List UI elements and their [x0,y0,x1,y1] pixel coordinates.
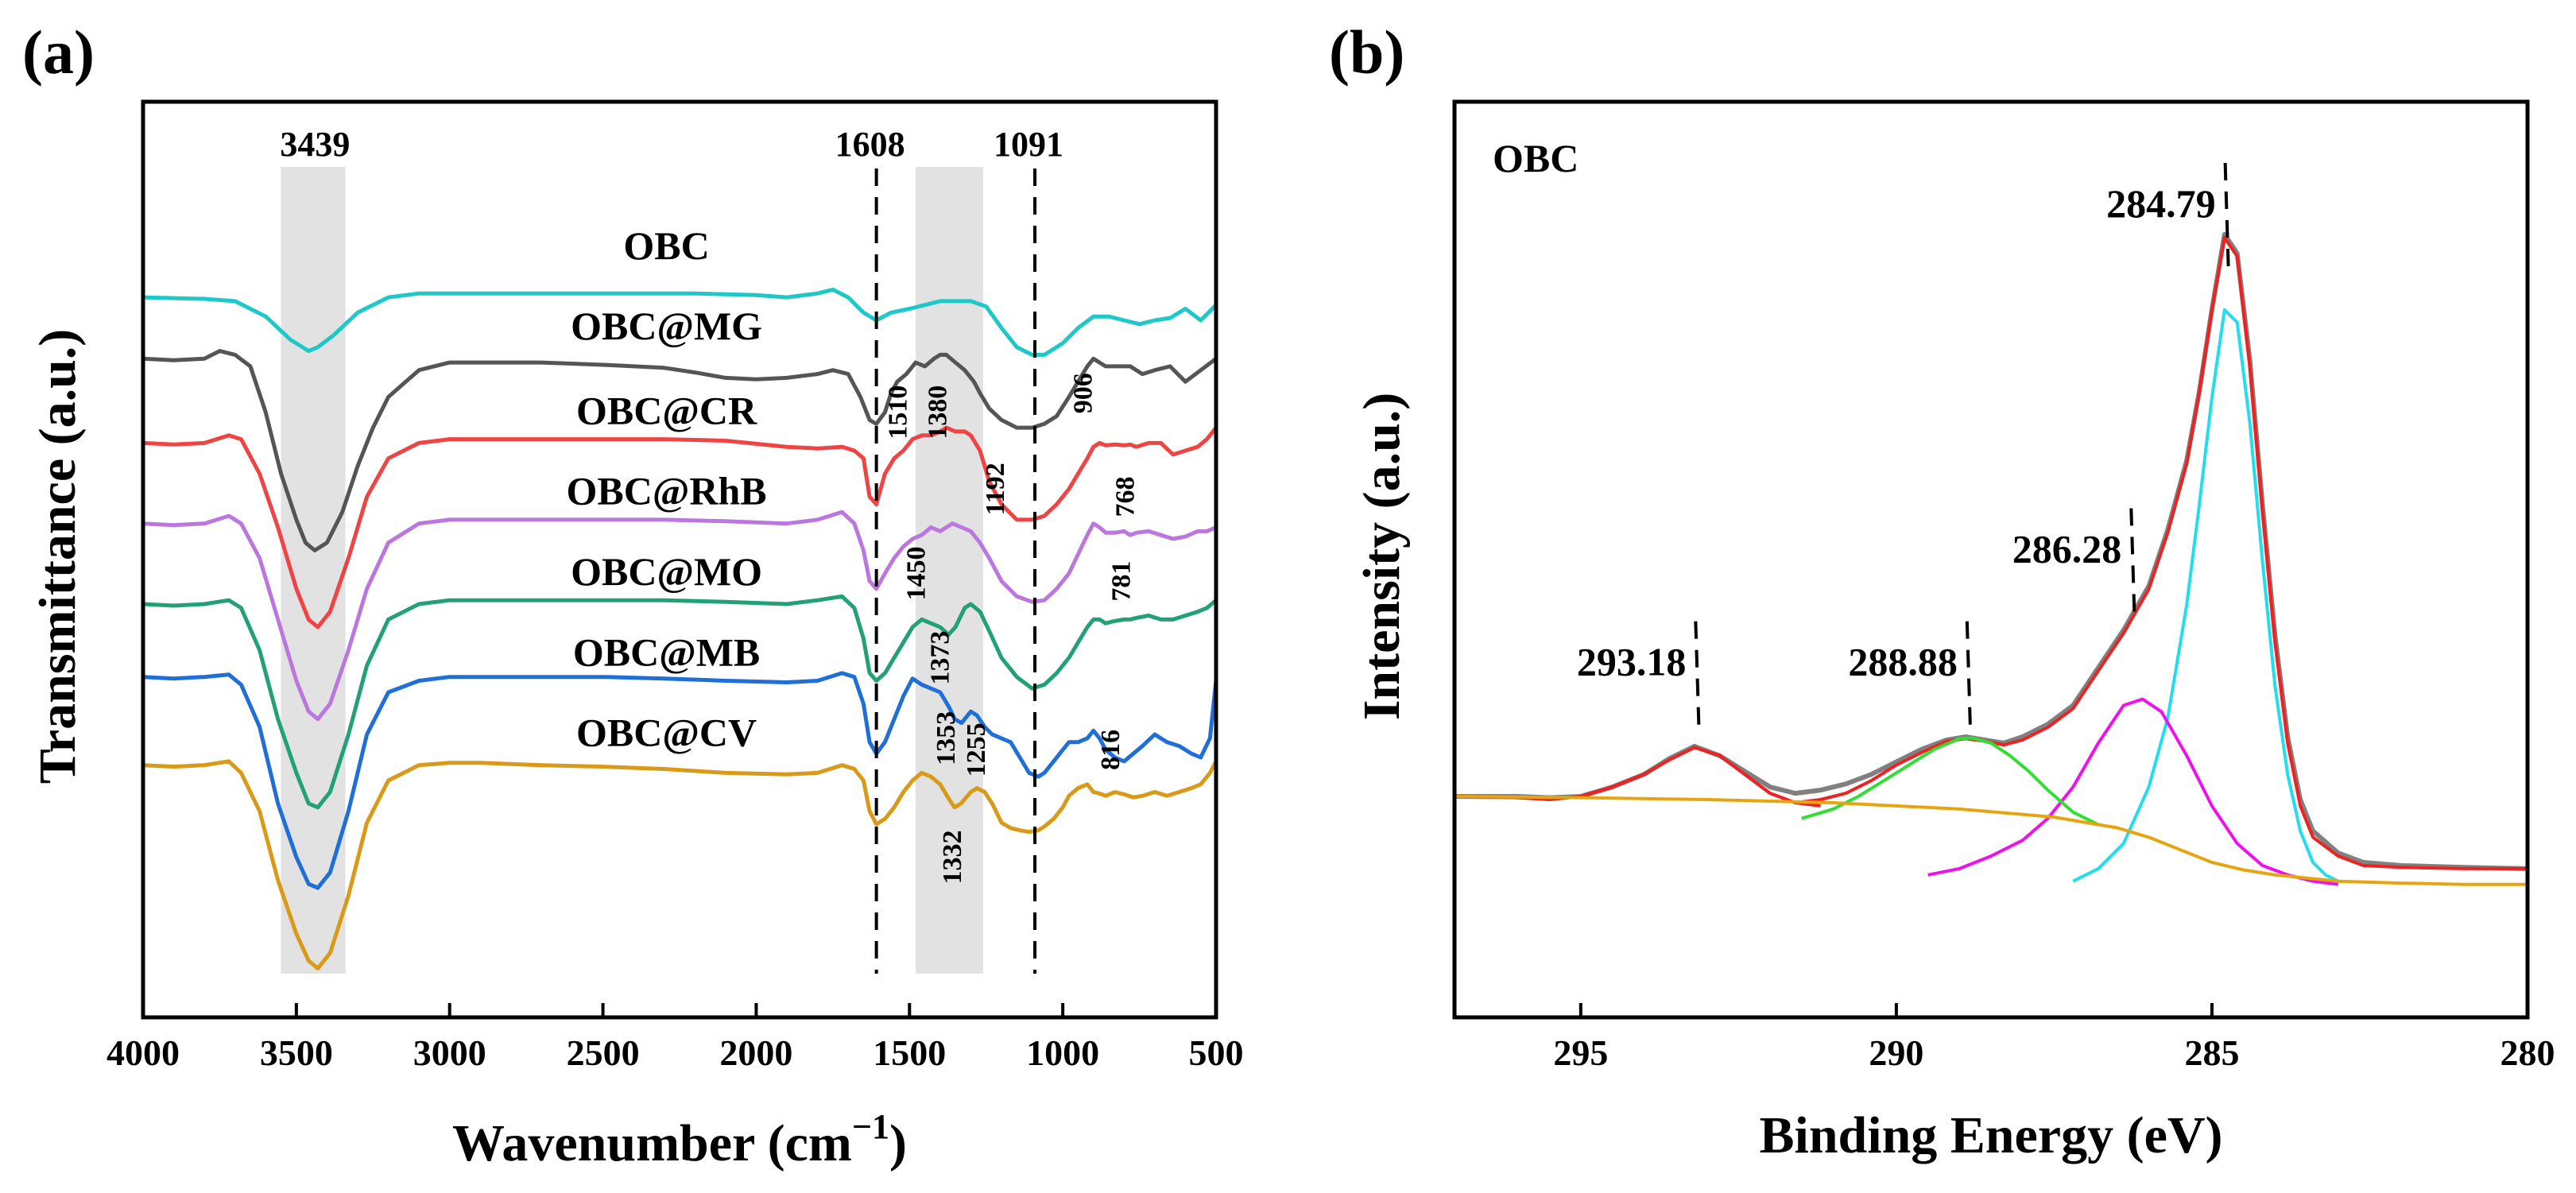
xps-line-c-4-peak-293-18 [1548,746,1821,808]
series-label-obc: OBC [623,223,709,268]
peak-annotation-1380: 1380 [924,385,953,440]
xps-peak-marker-286-28 [2129,508,2136,612]
xps-line-background [1454,795,2528,886]
series-line-obc-rhb [142,509,1217,722]
peak-annotation-1510: 1510 [883,385,912,440]
x-tick-label-2000: 2000 [719,1032,792,1073]
band-labels: 3439 [280,125,350,164]
xps-peak-label-293-18: 293.18 [1577,640,1687,684]
peak-annotation-1353: 1353 [932,711,961,765]
peak-annotation-1450: 1450 [902,547,932,601]
series-line-obc-mo [142,594,1218,810]
ftir-plot-frame [141,99,1218,1020]
x-tick-label-4000: 4000 [107,1032,180,1073]
xps-line-raw [1455,232,2528,871]
xps-peak-label-286-28: 286.28 [2012,527,2122,571]
x-tick-label-280: 280 [2500,1032,2555,1073]
x-tick-label-1500: 1500 [873,1032,946,1073]
ftir-series-lines [142,287,1218,970]
panel-a-label: (a) [22,17,95,87]
series-label-obc-rhb: OBC@RhB [567,469,767,513]
xps-plot-frame [1452,99,2530,1020]
series-label-obc-mo: OBC@MO [571,549,762,594]
x-tick-label-3000: 3000 [413,1032,486,1073]
y-axis-title: Intensity (a.u.) [1353,393,1411,721]
series-label-obc-cv: OBC@CV [576,711,757,755]
peak-annotation-1332: 1332 [938,831,967,885]
xps-peak-label-284-79: 284.79 [2106,181,2216,226]
x-axis-title-superscript: −1 [852,1107,889,1146]
x-tick-label-2500: 2500 [567,1032,640,1073]
xps-peak-label-288-88: 288.88 [1848,640,1958,684]
series-label-obc-cr: OBC@CR [576,388,757,432]
xps-peak-marker-293-18 [1694,621,1701,725]
peak-annotation-781: 781 [1107,561,1137,602]
x-axis-title: Binding Energy (eV) [1759,1106,2222,1164]
x-axis-ticks: 295 290 285 280 [1553,1003,2555,1073]
peak-annotation-1373: 1373 [925,631,955,685]
x-tick-label-295: 295 [1553,1032,1608,1073]
peak-annotation-768: 768 [1111,477,1141,517]
x-tick-label-290: 290 [1869,1032,1923,1073]
peak-annotations: 1510 1380 1192 906 768 1450 781 1373 1353 1255 816… [883,373,1140,884]
x-axis-title-main: Wavenumber (cm [452,1114,852,1172]
dashed-line-label-1091: 1091 [994,125,1063,164]
peak-annotation-816: 816 [1096,730,1125,770]
series-line-obc-cr [142,425,1218,629]
xps-peak-marker-288-88 [1965,621,1972,725]
series-label-obc-mg: OBC@MG [571,304,762,348]
x-tick-label-1000: 1000 [1026,1032,1099,1073]
dashed-line-label-1608: 1608 [835,125,905,164]
x-tick-label-500: 500 [1189,1032,1244,1073]
peak-annotation-1192: 1192 [981,463,1010,515]
xps-line-envelope [1454,236,2528,870]
ftir-series-labels: OBC OBC@MG OBC@CR OBC@RhB OBC@MO OBC@MB OBC@CV [567,223,767,755]
series-label-obc-mb: OBC@MB [573,629,760,674]
xps-line-c-2-peak-286-28 [1927,697,2339,886]
xps-sample-title: OBC [1493,136,1579,180]
series-line-obc-mb [142,671,1218,890]
x-axis-title-tail: ) [889,1114,907,1172]
series-line-obc-cv [142,759,1218,970]
xps-line-c-1-peak-284-79 [2072,308,2339,883]
panel-b-label: (b) [1329,17,1404,87]
y-axis-title: Transmittance (a.u.) [29,329,87,784]
x-tick-label-285: 285 [2184,1032,2239,1073]
series-line-obc-mg [142,349,1218,552]
band-label-3439: 3439 [280,125,350,164]
xps-series-lines [1454,232,2528,886]
ftir-panel: (a) 3439 OBCOBC@MGOBC@CROBC@RhBOBC@MOOBC… [22,17,1244,1172]
x-axis-title: Wavenumber (cm−1) [452,1107,907,1172]
xps-line-c-3-peak-288-88 [1801,736,2099,827]
peak-annotation-906: 906 [1068,373,1098,413]
xps-peak-marker-284-79 [2223,162,2230,267]
dashed-reference-lines: 1608 1091 [835,125,1063,974]
peak-annotation-1255: 1255 [962,722,991,777]
x-axis-ticks: 4000 3500 3000 2500 2000 1500 1000 500 [107,1003,1244,1073]
x-tick-label-3500: 3500 [260,1032,333,1073]
xps-peak-annotations: 293.18 288.88 286.28 284.79 [1577,162,2230,725]
